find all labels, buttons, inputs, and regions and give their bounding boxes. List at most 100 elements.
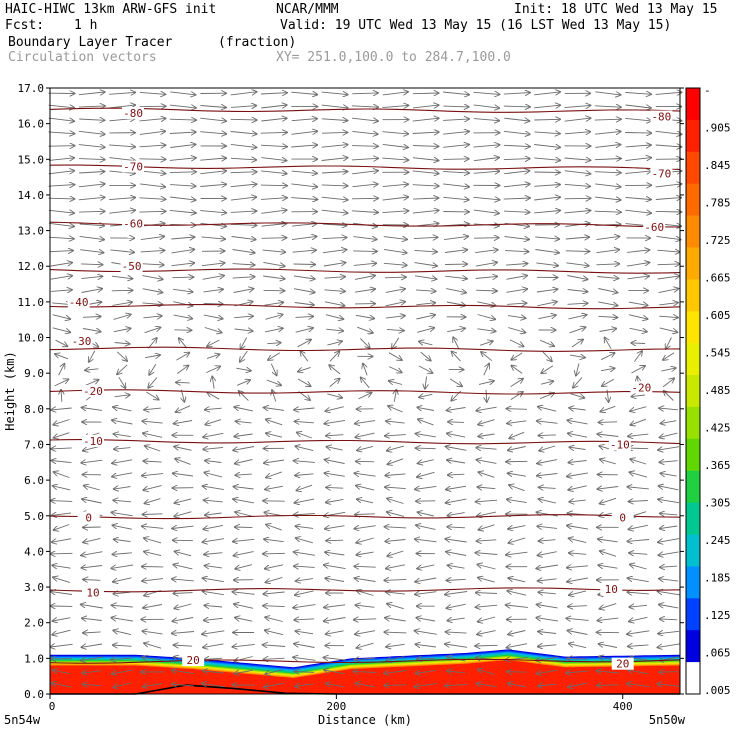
- vector-arrow: [324, 277, 345, 279]
- vector-arrow: [113, 328, 131, 331]
- vector-arrow: [204, 500, 223, 502]
- vector-arrow: [81, 289, 103, 293]
- vector-arrow: [272, 390, 276, 402]
- vector-arrow: [200, 211, 226, 213]
- vector-arrow: [48, 185, 75, 187]
- vector-arrow: [260, 145, 287, 147]
- vector-arrow: [655, 131, 682, 134]
- vector-arrow: [169, 105, 196, 108]
- vector-arrow: [598, 316, 617, 317]
- vector-arrow: [478, 487, 496, 489]
- vector-arrow: [171, 249, 195, 254]
- vector-arrow: [79, 119, 104, 120]
- vector-arrow: [51, 683, 72, 688]
- vector-arrow: [113, 682, 132, 687]
- vector-arrow: [82, 566, 103, 568]
- vector-arrow: [51, 408, 72, 410]
- vector-arrow: [112, 605, 133, 607]
- vector-arrow: [170, 197, 195, 200]
- vector-arrow: [230, 132, 257, 135]
- vector-arrow: [629, 553, 648, 554]
- vector-arrow: [351, 198, 378, 199]
- vector-arrow: [628, 645, 649, 647]
- colorbar-label: -: [704, 84, 711, 97]
- vector-arrow: [230, 172, 257, 173]
- vector-arrow: [594, 106, 621, 107]
- vector-arrow: [658, 538, 680, 543]
- vector-arrow: [326, 487, 344, 488]
- field-name: Boundary Layer Tracer: [8, 35, 173, 50]
- colorbar-label: .425: [704, 422, 731, 435]
- vector-arrow: [359, 338, 369, 348]
- vector-arrow: [632, 395, 645, 397]
- vector-arrow: [481, 352, 493, 362]
- model-title: HAIC-HIWC 13km ARW-GFS init: [5, 2, 217, 17]
- vector-arrow: [625, 158, 651, 161]
- temperature-contour: [49, 268, 681, 274]
- vector-arrow: [327, 447, 343, 450]
- vector-arrow: [51, 290, 72, 292]
- vector-arrow: [567, 420, 588, 425]
- vector-arrow: [625, 105, 651, 108]
- vector-arrow: [326, 631, 344, 634]
- vector-arrow: [412, 185, 439, 186]
- vector-arrow: [78, 106, 105, 107]
- vector-arrow: [83, 580, 101, 581]
- vector-arrow: [566, 618, 589, 620]
- vector-arrow: [139, 184, 165, 187]
- vector-arrow: [172, 579, 194, 581]
- vector-arrow: [446, 486, 467, 489]
- vector-arrow: [659, 303, 678, 305]
- valid-time: Valid: 19 UTC Wed 13 May 15 (16 LST Wed …: [280, 18, 672, 33]
- vector-arrow: [233, 499, 254, 504]
- y-tick-label: 16.0: [18, 118, 45, 131]
- vector-arrow: [503, 106, 530, 107]
- vector-arrow: [415, 631, 437, 635]
- vector-arrow: [569, 590, 587, 595]
- vector-arrow: [263, 553, 285, 554]
- vector-arrow: [173, 540, 193, 541]
- vector-arrow: [236, 380, 250, 386]
- vector-arrow: [385, 487, 406, 489]
- vector-arrow: [629, 327, 647, 332]
- vector-arrow: [267, 343, 280, 344]
- vector-arrow: [80, 250, 103, 253]
- vector-arrow: [599, 644, 617, 648]
- vector-arrow: [233, 289, 254, 293]
- temperature-contour: [49, 587, 681, 593]
- vector-arrow: [566, 263, 588, 266]
- vector-arrow: [326, 499, 344, 502]
- vector-arrow: [567, 566, 589, 568]
- vector-arrow: [202, 276, 224, 280]
- vector-arrow: [448, 422, 465, 423]
- vector-arrow: [477, 565, 496, 570]
- vector-arrow: [660, 473, 677, 476]
- vector-arrow: [625, 118, 651, 121]
- vector-arrow: [261, 118, 286, 121]
- contour-label-bg: [650, 167, 673, 180]
- vector-arrow: [143, 485, 162, 491]
- vector-arrow: [416, 315, 435, 320]
- vector-arrow: [658, 643, 680, 648]
- vector-arrow: [78, 184, 105, 187]
- vector-arrow: [568, 682, 588, 687]
- vector-arrow: [630, 406, 647, 412]
- vector-arrow: [506, 461, 528, 462]
- vector-arrow: [567, 659, 588, 660]
- vector-arrow: [321, 210, 348, 213]
- xy-label: XY= 251.0,100.0 to 284.7,100.0: [276, 50, 511, 65]
- vector-arrow: [321, 105, 348, 108]
- vector-arrow: [51, 553, 73, 554]
- vector-arrow: [595, 92, 620, 95]
- vector-arrow: [627, 630, 650, 634]
- vector-arrow: [301, 351, 309, 362]
- vector-arrow: [353, 237, 376, 240]
- vector-arrow: [477, 329, 495, 332]
- vector-arrow: [116, 351, 127, 361]
- vector-arrow: [144, 408, 161, 410]
- vector-arrow: [417, 471, 435, 477]
- vector-arrow: [625, 198, 651, 200]
- vector-arrow: [234, 316, 253, 318]
- vector-arrow: [596, 250, 620, 253]
- vector-arrow: [569, 553, 587, 554]
